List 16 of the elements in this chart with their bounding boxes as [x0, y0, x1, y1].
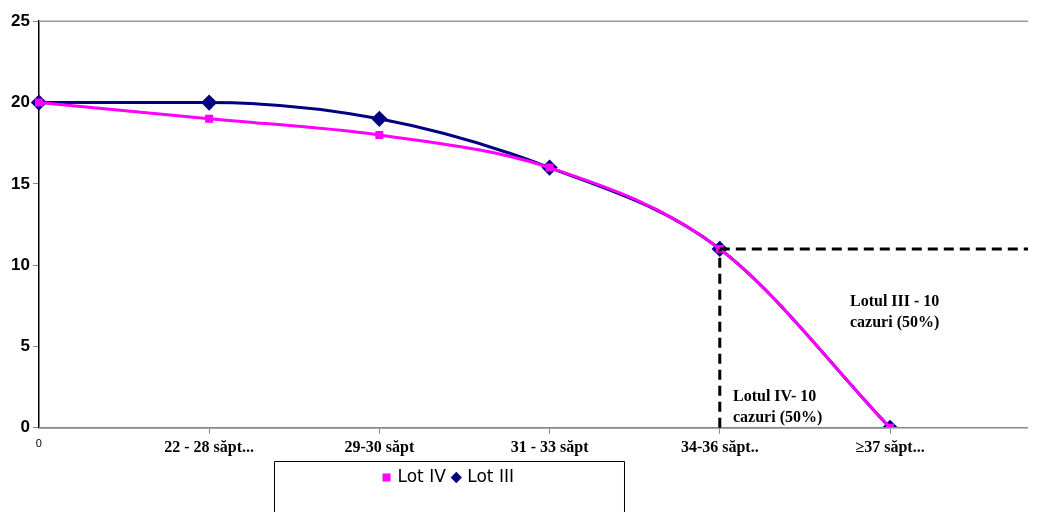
y-tick-label: 20: [10, 92, 30, 112]
x-tick-label: 22 - 28 săpt...: [164, 437, 255, 456]
legend-label: Lot IV: [397, 465, 447, 486]
x-tick-label: 29-30 săpt: [344, 437, 415, 456]
x-tick-label: 34-36 săpt..: [680, 437, 759, 456]
y-tick-label: 0: [20, 417, 30, 437]
x-tick-label: 31 - 33 săpt: [510, 437, 590, 456]
annotation: Lotul IV- 10 cazuri (50%): [733, 386, 824, 427]
annotation: Lotul III - 10 cazuri (50%): [850, 291, 941, 332]
x-tick-label: ≥37 săpt...: [855, 437, 925, 456]
y-tick-label: 25: [10, 10, 30, 30]
y-tick-label: 10: [10, 254, 30, 274]
y-tick-label: 15: [10, 173, 30, 193]
y-tick-label: 5: [20, 336, 30, 356]
legend-label: Lot III: [467, 465, 514, 486]
x-tick-label: 0: [35, 437, 42, 450]
